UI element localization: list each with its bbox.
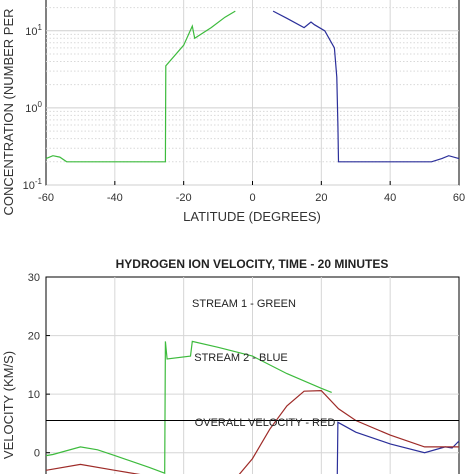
x-tick-label: -40 [107,192,123,204]
y-tick-label: 20 [28,331,40,343]
annotation-stream-2: STREAM 2 - BLUE [194,352,288,364]
velocity-series [45,340,460,474]
velocity-chart-title: HYDROGEN ION VELOCITY, TIME - 20 MINUTES [116,257,389,271]
x-tick-label: -20 [176,192,192,204]
velocity-series-line-1 [45,340,332,474]
annotation-overall-velocity: OVERALL VELOCITY - RED [195,417,336,429]
velocity-series-line-2 [336,421,460,474]
concentration-series-line-2 [272,10,460,163]
velocity-series-line-3 [45,389,459,474]
x-tick-label: -60 [38,192,54,204]
y-tick-label: 30 [28,272,40,284]
x-tick-label: 40 [384,192,396,204]
concentration-x-axis-label: LATITUDE (DEGREES) [183,209,321,224]
velocity-chart: HYDROGEN ION VELOCITY, TIME - 20 MINUTES… [1,257,460,474]
y-tick-label: 101 [25,23,42,38]
concentration-series [45,10,460,163]
concentration-chart: -60 -40 -20 0 20 40 60 10-1 100 101 LATITUDE (DEG… [1,0,465,224]
concentration-grid [46,0,459,186]
concentration-series-line-1 [45,10,236,163]
concentration-y-axis-label: CONCENTRATION (NUMBER PER [1,8,16,215]
y-tick-label: 0 [34,448,40,460]
y-tick-label: 100 [25,100,42,115]
velocity-y-axis-label: VELOCITY (KM/S) [1,351,16,459]
y-tick-label: 10 [28,389,40,401]
x-tick-label: 20 [315,192,327,204]
velocity-grid [46,277,459,474]
concentration-ticks: -60 -40 -20 0 20 40 60 10-1 100 101 [23,23,466,204]
annotation-stream-1: STREAM 1 - GREEN [192,298,296,310]
y-tick-label: 10-1 [23,177,43,192]
x-tick-label: 60 [453,192,465,204]
velocity-ticks: 30 20 10 0 [28,272,50,460]
x-tick-label: 0 [249,192,255,204]
